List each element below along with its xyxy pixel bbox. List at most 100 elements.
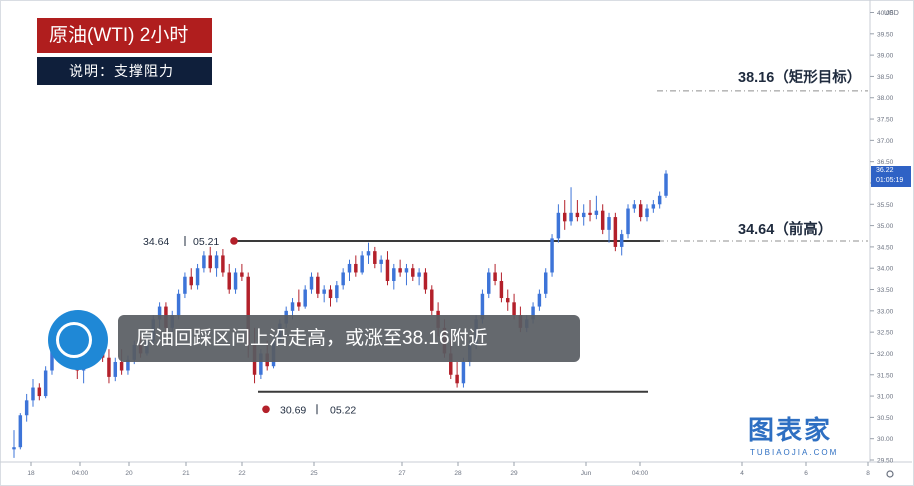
candle [607, 217, 611, 230]
candle [493, 272, 497, 281]
candle [208, 255, 212, 269]
candle [581, 212, 586, 218]
candle [297, 302, 301, 307]
x-tick-label: 4 [740, 470, 744, 477]
settings-gear-icon[interactable] [886, 470, 894, 478]
candle [657, 195, 662, 205]
candle [107, 357, 111, 377]
watermark-site: TUBIAOJIA.COM [750, 448, 839, 457]
candle [487, 272, 491, 294]
candle [626, 208, 630, 235]
candle [619, 234, 624, 247]
candle [575, 212, 580, 218]
y-tick-label: 40.00 [877, 10, 894, 17]
candle [373, 251, 377, 264]
last-price-tag: 36.22 01:05:19 [871, 166, 911, 187]
candle [176, 293, 181, 316]
y-tick-label: 39.00 [877, 53, 894, 60]
candle [543, 272, 548, 294]
y-tick-label: 33.00 [877, 308, 894, 315]
candle [512, 302, 516, 316]
candle [360, 255, 364, 273]
levels: 38.16（矩形目标） 34.64（前高） [232, 68, 868, 393]
candle [392, 268, 396, 281]
candle [246, 276, 250, 345]
x-tick-label: 29 [510, 470, 518, 477]
candle [227, 272, 231, 290]
candle [632, 204, 637, 209]
marker-dot [230, 237, 238, 245]
candle [303, 289, 307, 307]
candle [455, 374, 459, 384]
y-tick-label: 30.00 [877, 436, 894, 443]
candle [202, 255, 206, 269]
y-tick-label: 32.50 [877, 330, 894, 337]
chart-note: 说明：支撑阻力 [37, 57, 212, 85]
x-tick-label: 22 [238, 470, 246, 477]
candle [411, 268, 415, 277]
marker-date: 05.21 [193, 236, 219, 248]
marker-price: 30.69 [280, 404, 306, 416]
y-tick-label: 30.50 [877, 415, 894, 422]
candle [335, 285, 339, 299]
candle [385, 259, 390, 281]
candle [18, 415, 23, 448]
candle [183, 276, 187, 294]
candle [328, 289, 333, 299]
candle [398, 268, 402, 273]
candle [480, 293, 485, 320]
time-axis: 18 04:00 20 21 22 25 27 28 29 Jun 04:00 4 6 8 [27, 462, 894, 478]
candle [50, 349, 54, 371]
y-tick-label: 32.00 [877, 351, 894, 358]
watermark: 图表家 TUBIAOJIA.COM [748, 410, 838, 457]
x-tick-label: 27 [398, 470, 406, 477]
y-tick-label: 37.50 [877, 117, 894, 124]
candle [499, 281, 504, 299]
candle [404, 268, 409, 273]
candle [37, 387, 42, 397]
chart-title: 原油(WTI) 2小时 [37, 18, 212, 53]
y-tick-label: 39.50 [877, 31, 894, 38]
analysis-caption: 原油回踩区间上沿走高，或涨至38.16附近 [118, 315, 580, 362]
candle [366, 251, 371, 256]
candle [24, 400, 29, 416]
x-tick-label: 20 [125, 470, 133, 477]
x-tick-label: 21 [182, 470, 190, 477]
candle [664, 173, 668, 196]
x-tick-label: Jun [581, 470, 592, 477]
markers: 34.64 05.21 30.69 05.22 [143, 235, 356, 416]
candle [240, 272, 244, 277]
candle [119, 361, 124, 371]
candle [290, 302, 295, 311]
candle [309, 276, 314, 290]
candle [12, 447, 16, 450]
candle [461, 361, 466, 384]
candle [531, 306, 535, 320]
brand-logo-ring-icon [56, 322, 92, 358]
candle [569, 212, 573, 222]
bar-countdown: 01:05:19 [876, 177, 904, 184]
y-tick-label: 31.00 [877, 394, 894, 401]
candle [645, 208, 649, 218]
candle [506, 298, 510, 303]
x-tick-label: 8 [866, 470, 870, 477]
marker-price: 34.64 [143, 236, 169, 248]
marker-date: 05.22 [330, 404, 356, 416]
last-price: 36.22 [876, 167, 894, 174]
x-tick-label: 04:00 [632, 470, 649, 477]
candle [341, 272, 345, 286]
candle [537, 293, 542, 307]
y-tick-label: 33.50 [877, 287, 894, 294]
candle [113, 361, 118, 377]
y-tick-label: 35.50 [877, 202, 894, 209]
candle [214, 255, 219, 269]
candle [600, 210, 605, 230]
watermark-brand: 图表家 [748, 415, 833, 445]
candle [562, 212, 567, 222]
candle [126, 359, 130, 371]
candle [417, 272, 421, 277]
candle [347, 263, 352, 273]
y-tick-label: 38.00 [877, 95, 894, 102]
candle [651, 204, 656, 209]
